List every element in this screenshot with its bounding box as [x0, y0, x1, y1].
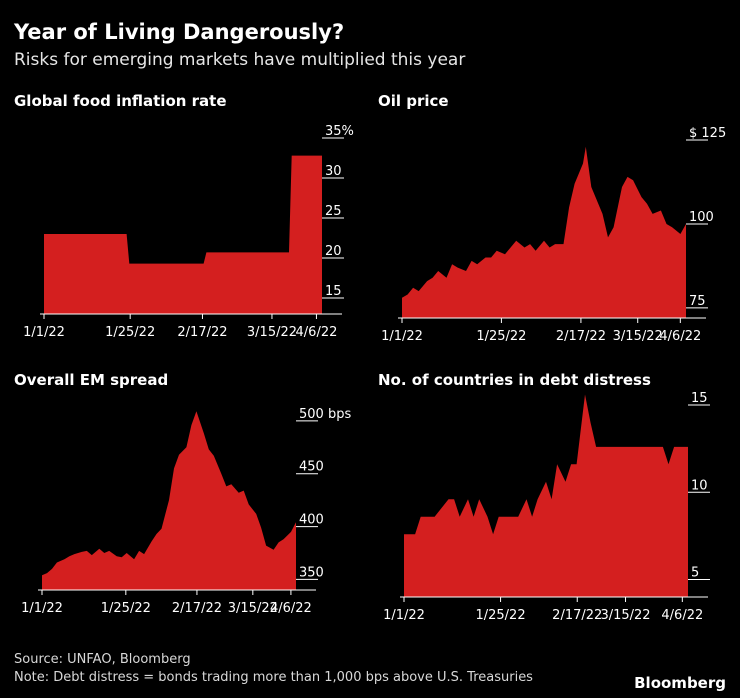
x-tick-label: 1/25/22	[475, 608, 525, 623]
bloomberg-logo: Bloomberg	[634, 674, 726, 692]
panel-title-oil-price: Oil price	[378, 92, 449, 110]
x-tick-label: 2/17/22	[177, 325, 227, 340]
panel-title-debt-distress: No. of countries in debt distress	[378, 371, 651, 389]
y-tick-label: 450	[299, 460, 324, 475]
chart-panel-1: 1/1/22 1/25/22 2/17/22 3/15/224/6/22 75 100 $ …	[381, 126, 726, 344]
y-tick-label: 350	[299, 565, 324, 580]
y-tick-label: 15	[325, 284, 342, 299]
area-series-1	[402, 146, 686, 318]
y-tick-label: 400	[299, 513, 324, 528]
y-tick-label: 75	[689, 294, 706, 309]
source-note: Source: UNFAO, Bloomberg	[14, 652, 191, 667]
y-tick-label: 10	[691, 478, 708, 493]
y-tick-label: 500 bps	[299, 407, 351, 422]
x-tick-label: 2/17/22	[556, 329, 606, 344]
chart-panel-2: 1/1/22 1/25/22 2/17/22 3/15/224/6/22 350 400 4…	[21, 407, 351, 616]
x-tick-label: 4/6/22	[270, 601, 312, 616]
x-tick-label: 4/6/22	[661, 608, 703, 623]
y-tick-label: 30	[325, 164, 342, 179]
chart-panel-3: 1/1/22 1/25/22 2/17/223/15/22 4/6/22 5 10 15	[383, 391, 710, 623]
x-tick-label: 1/1/22	[383, 608, 425, 623]
x-tick-label: 1/1/22	[381, 329, 423, 344]
y-tick-label: 20	[325, 244, 342, 259]
footnote: Note: Debt distress = bonds trading more…	[14, 670, 533, 685]
panel-title-em-spread: Overall EM spread	[14, 371, 169, 389]
chart-panel-0: 1/1/22 1/25/22 2/17/22 3/15/224/6/22 15 20 25 3…	[23, 124, 354, 340]
area-series-2	[42, 411, 296, 590]
panel-title-food-inflation: Global food inflation rate	[14, 92, 227, 110]
x-tick-label: 1/25/22	[105, 325, 155, 340]
area-series-0	[44, 155, 322, 314]
x-tick-label: 1/25/22	[101, 601, 151, 616]
x-tick-label: 1/1/22	[21, 601, 63, 616]
x-tick-label: 3/15/22	[247, 325, 297, 340]
x-tick-label: 1/1/22	[23, 325, 65, 340]
y-tick-label: $ 125	[689, 126, 726, 141]
x-tick-label: 3/15/22	[600, 608, 650, 623]
y-tick-label: 5	[691, 566, 699, 581]
x-tick-label: 2/17/22	[172, 601, 222, 616]
y-tick-label: 35%	[325, 124, 354, 139]
x-tick-label: 4/6/22	[296, 325, 338, 340]
x-tick-label: 3/15/22	[228, 601, 278, 616]
y-tick-label: 100	[689, 210, 714, 225]
y-tick-label: 15	[691, 391, 708, 406]
chart-subtitle: Risks for emerging markets have multipli…	[14, 50, 466, 70]
area-series-3	[404, 394, 688, 597]
x-tick-label: 4/6/22	[659, 329, 701, 344]
x-tick-label: 3/15/22	[613, 329, 663, 344]
y-tick-label: 25	[325, 204, 342, 219]
x-tick-label: 2/17/22	[552, 608, 602, 623]
chart-title: Year of Living Dangerously?	[14, 20, 345, 44]
x-tick-label: 1/25/22	[476, 329, 526, 344]
